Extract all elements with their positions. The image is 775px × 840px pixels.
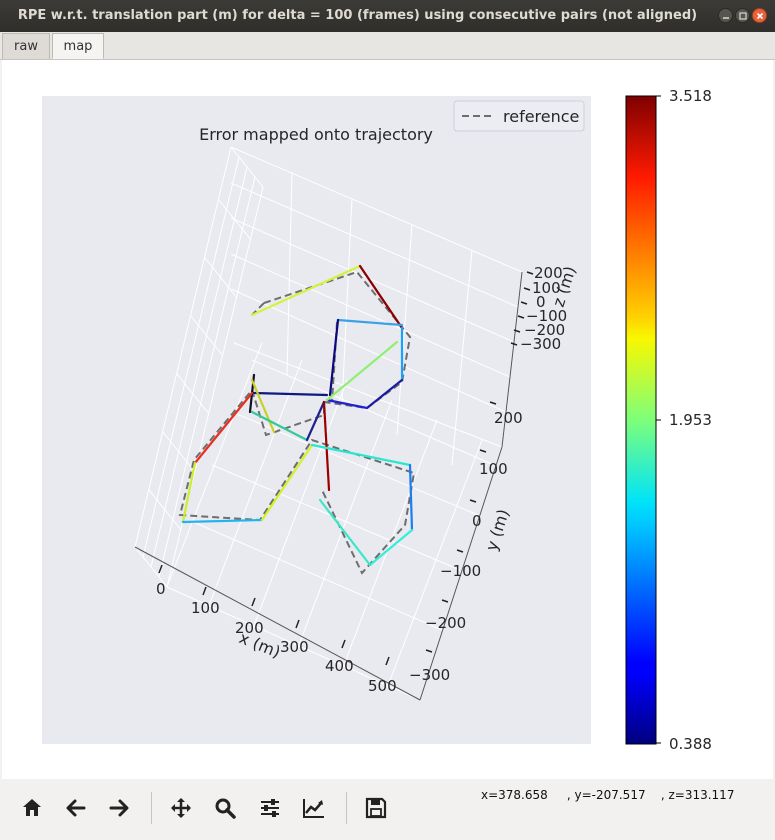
zoom-button[interactable] (209, 792, 241, 824)
trajectory-segment (305, 400, 326, 442)
line-chart-icon (303, 799, 324, 818)
trajectory-segment (368, 528, 414, 567)
z-tick-marks (510, 271, 534, 346)
x-tick-label: 200 (235, 619, 264, 637)
y-tick-label: 0 (472, 512, 482, 530)
y-tick-label: 100 (479, 460, 508, 478)
trajectory-segment (250, 264, 362, 317)
cursor-coordinates: x=378.658 , y=-207.517 , z=313.117 (481, 788, 735, 802)
trajectory-segment (322, 400, 331, 492)
close-button[interactable] (752, 8, 767, 23)
back-button[interactable] (60, 792, 92, 824)
pan-button[interactable] (165, 792, 197, 824)
trajectory-segment (408, 463, 414, 532)
trajectory-segment (181, 518, 264, 524)
z-tick-label: −100 (526, 307, 567, 325)
trajectory-segment (328, 318, 340, 397)
minimize-button[interactable] (718, 8, 733, 23)
x-tick-label: 500 (368, 677, 397, 695)
trajectory-segments (181, 264, 414, 567)
legend-label: reference (503, 107, 579, 126)
trajectory-segment (310, 443, 412, 467)
plot-svg: 0 100 200 300 400 500 200 100 0 −100 −20… (42, 87, 712, 753)
x-tick-label: 100 (191, 599, 220, 617)
trajectory-segment (260, 443, 314, 522)
colorbar (625, 95, 657, 745)
window-titlebar[interactable]: RPE w.r.t. translation part (m) for delt… (0, 0, 775, 32)
trajectory-segment (325, 340, 399, 402)
subplots-button[interactable] (254, 792, 286, 824)
trajectory-segment (365, 378, 404, 410)
z-tick-label: 0 (536, 293, 546, 311)
window-title: RPE w.r.t. translation part (m) for delt… (17, 8, 698, 23)
trajectory-segment (325, 398, 369, 410)
legend-box (453, 100, 585, 132)
forward-button[interactable] (103, 792, 135, 824)
toolbar-separator (346, 792, 347, 824)
trajectory-segment (358, 264, 404, 330)
y-tick-label: 200 (494, 409, 523, 427)
y-tick-label: −100 (440, 562, 481, 580)
plot-title: Error mapped onto trajectory (199, 125, 433, 144)
close-icon (756, 12, 764, 20)
save-button[interactable] (360, 792, 392, 824)
trajectory-segment (318, 498, 372, 567)
tab-raw[interactable]: raw (2, 33, 50, 59)
trajectory-segment (250, 410, 309, 442)
x-tick-label: 300 (280, 638, 309, 656)
arrow-right-icon (109, 799, 129, 817)
trajectory-segment (193, 391, 254, 465)
y-tick-label: −300 (409, 666, 450, 684)
z-tick-label: −200 (524, 321, 565, 339)
x-tick-marks (158, 564, 390, 666)
grid-back-pane (230, 146, 523, 466)
colorbar-min-label: 0.388 (669, 735, 712, 753)
arrow-left-icon (66, 799, 86, 817)
y-tick-label: −200 (425, 614, 466, 632)
toolbar-separator (151, 792, 152, 824)
minimize-icon (723, 17, 729, 19)
x-tick-label: 0 (156, 580, 166, 598)
zoom-icon (215, 798, 236, 819)
home-button[interactable] (16, 792, 48, 824)
trajectory-segment (250, 378, 276, 434)
z-tick-label: −300 (520, 335, 561, 353)
sliders-icon (261, 799, 279, 817)
trajectory-segment (181, 461, 197, 524)
colorbar-max-label: 3.518 (669, 87, 712, 105)
trajectory-segment (252, 391, 329, 397)
customize-button[interactable] (298, 792, 330, 824)
colorbar-mid-label: 1.953 (669, 411, 712, 429)
z-tick-label: 100 (532, 279, 561, 297)
tab-bar: raw map (0, 32, 775, 60)
z-tick-label: 200 (534, 264, 563, 282)
save-icon (365, 797, 387, 819)
figure-canvas[interactable]: 0 100 200 300 400 500 200 100 0 −100 −20… (2, 60, 773, 779)
y-tick-marks (425, 401, 497, 653)
move-icon (171, 798, 191, 818)
home-icon (23, 799, 41, 816)
trajectory-segment (336, 318, 404, 327)
colorbar-ticks (656, 95, 661, 744)
maximize-icon (739, 12, 747, 20)
x-tick-label: 400 (325, 657, 354, 675)
axis-lines (134, 271, 523, 701)
maximize-button[interactable] (735, 8, 750, 23)
navigation-toolbar: x=378.658 , y=-207.517 , z=313.117 (0, 780, 775, 840)
legend: reference (453, 100, 585, 132)
tab-map[interactable]: map (52, 33, 104, 59)
